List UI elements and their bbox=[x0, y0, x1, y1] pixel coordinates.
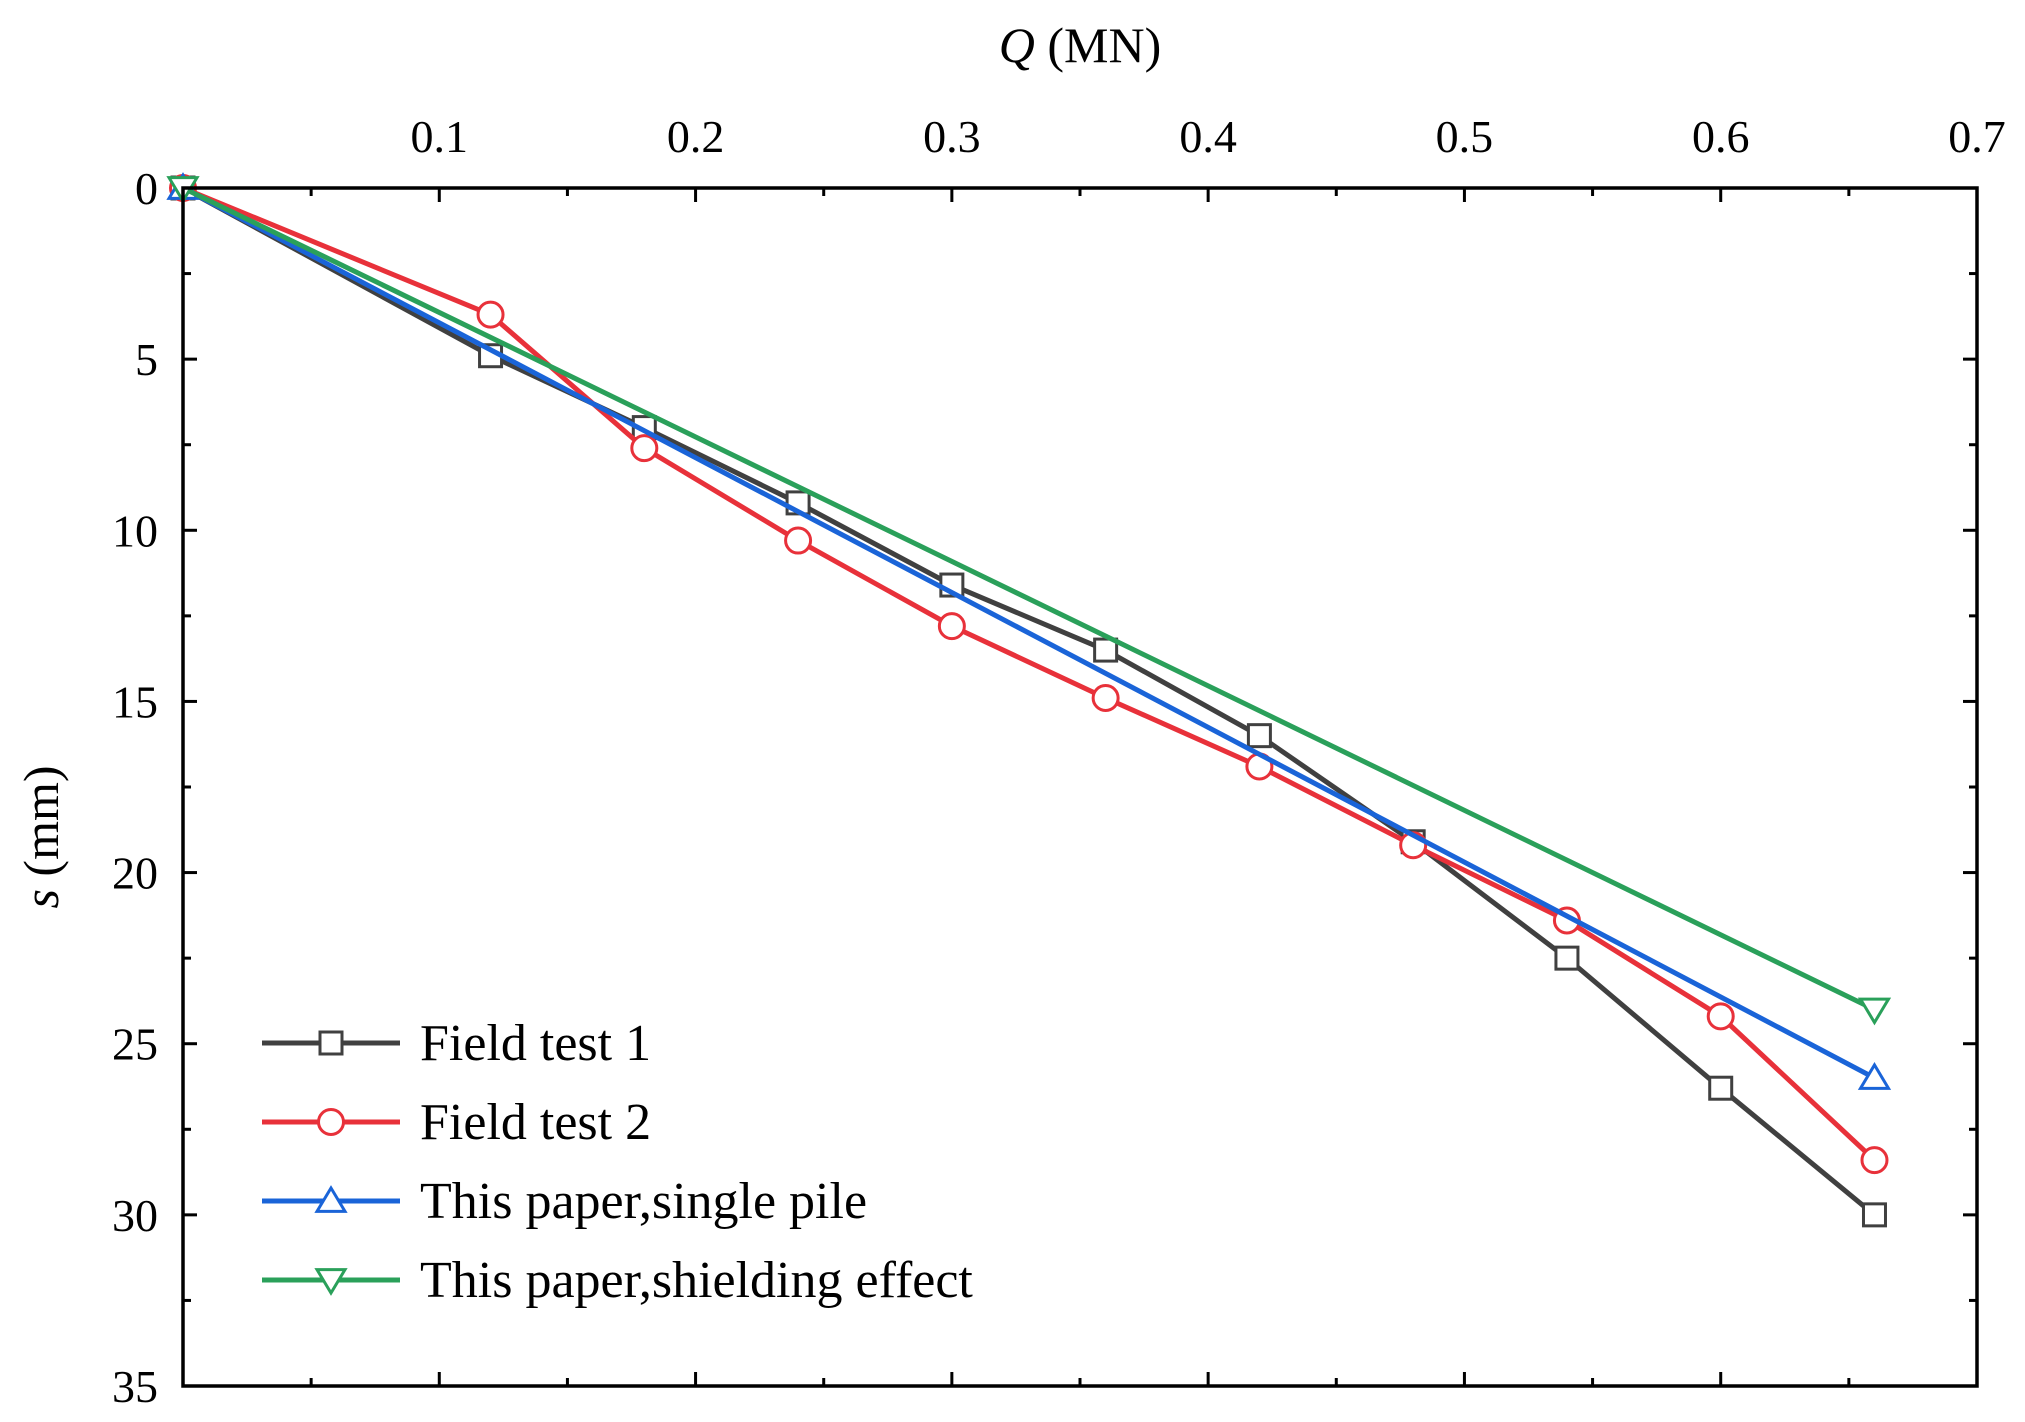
series-3 bbox=[166, 172, 1892, 1090]
data-point bbox=[784, 526, 813, 555]
data-point bbox=[1708, 1075, 1734, 1101]
legend-marker bbox=[317, 1108, 345, 1136]
series-line bbox=[181, 185, 1876, 1012]
legend-label: Field test 2 bbox=[420, 1094, 651, 1151]
x-tick-label: 0.3 bbox=[923, 111, 981, 162]
data-point bbox=[1706, 1002, 1735, 1031]
y-tick-label: 35 bbox=[112, 1361, 158, 1412]
series-layer bbox=[166, 172, 1892, 1228]
data-point bbox=[630, 434, 659, 463]
x-axis-title: Q (MN) bbox=[999, 17, 1161, 73]
data-point bbox=[1861, 1202, 1887, 1228]
ticks-layer bbox=[181, 186, 1979, 1388]
y-axis-unit: (mm) bbox=[13, 765, 69, 889]
x-axis-variable: Q bbox=[999, 17, 1035, 73]
x-axis-unit: (MN) bbox=[1035, 17, 1161, 73]
y-tick-label: 15 bbox=[112, 676, 158, 727]
legend-item: This paper,shielding effect bbox=[262, 1252, 973, 1309]
data-point bbox=[937, 612, 966, 641]
series-line bbox=[181, 185, 1876, 1081]
x-tick-label: 0.6 bbox=[1692, 111, 1750, 162]
legend-label: This paper,single pile bbox=[420, 1173, 867, 1230]
data-point bbox=[1246, 723, 1272, 749]
y-tick-label: 0 bbox=[135, 163, 158, 214]
data-point bbox=[1860, 1146, 1889, 1175]
data-point bbox=[1554, 945, 1580, 971]
x-tick-label: 0.4 bbox=[1179, 111, 1237, 162]
legend-item: Field test 1 bbox=[262, 1015, 651, 1072]
legend-marker bbox=[314, 1185, 348, 1213]
data-point bbox=[1093, 637, 1119, 663]
x-tick-label: 0.1 bbox=[411, 111, 469, 162]
legend-item: Field test 2 bbox=[262, 1094, 651, 1151]
data-point bbox=[476, 300, 505, 329]
y-tick-label: 5 bbox=[135, 334, 158, 385]
y-axis-title: s (mm) bbox=[13, 765, 69, 908]
labels-layer: 0.1 0.2 0.3 0.4 0.5 0.6 0.7 0 5 10 15 20 25 30 35 Q (MN… bbox=[13, 17, 2006, 1412]
x-tick-label: 0.5 bbox=[1436, 111, 1494, 162]
y-tick-label: 20 bbox=[112, 848, 158, 899]
legend-item: This paper,single pile bbox=[262, 1173, 867, 1230]
y-tick-label: 10 bbox=[112, 505, 158, 556]
legend-label: Field test 1 bbox=[420, 1015, 651, 1072]
data-point bbox=[1857, 1062, 1892, 1090]
data-point bbox=[1091, 684, 1120, 713]
y-axis-variable: s bbox=[13, 889, 69, 908]
y-tick-label: 30 bbox=[112, 1190, 158, 1241]
series-4 bbox=[166, 176, 1892, 1026]
y-tick-label: 25 bbox=[112, 1019, 158, 1070]
data-point bbox=[1857, 997, 1892, 1026]
legend: Field test 1 Field test 2 This paper,singl… bbox=[262, 1015, 973, 1309]
legend-marker bbox=[318, 1030, 344, 1056]
x-tick-label: 0.7 bbox=[1948, 111, 2006, 162]
legend-label: This paper,shielding effect bbox=[420, 1252, 973, 1309]
legend-marker bbox=[314, 1268, 348, 1296]
x-tick-label: 0.2 bbox=[667, 111, 725, 162]
